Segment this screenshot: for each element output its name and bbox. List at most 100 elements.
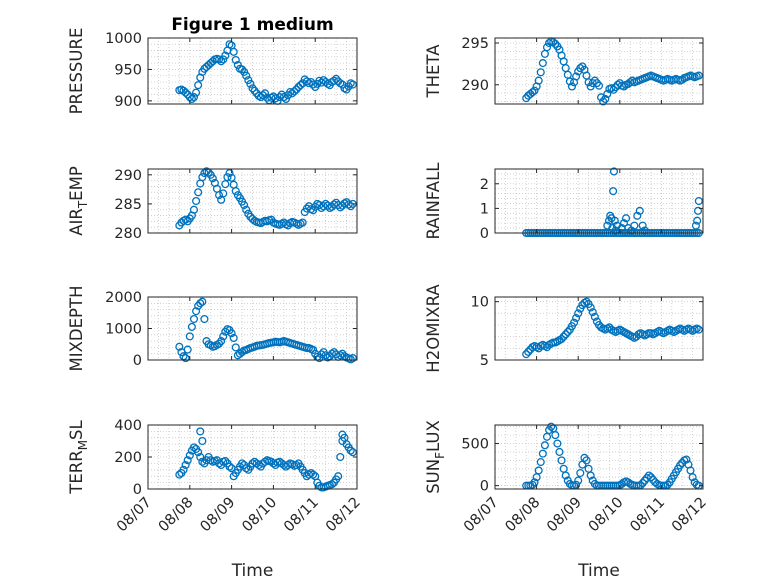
y-tick-label: 290 [461,78,489,94]
data-point [219,332,228,341]
data-point [536,458,545,467]
data-point [694,71,703,80]
x-tick-label: 08/09 [198,495,239,536]
y-axis-label: PRESSURE [67,28,86,115]
data-point [604,216,614,225]
data-point [574,476,583,485]
axes-box [494,37,704,105]
axes-box [147,37,358,105]
data-point [246,212,255,221]
x-tick-label: 08/08 [156,495,197,536]
x-tick-label: 08/11 [281,495,322,536]
x-tick-label: 08/10 [239,495,280,536]
data-point [327,349,336,358]
data-point [576,468,585,478]
data-point [189,314,199,324]
data-point [296,81,305,90]
data-point [196,299,205,308]
chart-panel-rainfall: 0 1 2 RAINFALL [424,162,704,242]
data-point [638,479,647,488]
data-point [621,214,631,223]
data-point [260,89,270,98]
data-point [522,350,531,359]
data-point [189,205,199,214]
data-point [227,173,236,182]
data-point [682,455,691,464]
data-point [223,173,232,182]
data-point [238,65,247,74]
data-point [338,430,347,439]
data-point [221,180,230,189]
data-point [242,71,251,80]
data-point [530,478,539,487]
data-point [540,441,549,450]
y-tick-label: 5 [480,353,489,369]
data-point [198,173,207,182]
data-point [678,75,687,84]
y-axis-label: H2OMIXRA [424,284,443,373]
data-point [271,94,280,103]
data-point [198,436,207,446]
chart-panel-mixdepth: 0 1000 2000 MIXDEPTH [67,286,358,371]
data-point [563,327,572,337]
data-point [187,94,196,104]
x-tick-label: 08/07 [114,495,155,536]
x-tick-label: 08/07 [461,495,502,536]
data-point [542,43,552,52]
data-point [344,200,353,209]
y-tick-label: 2 [480,177,489,193]
data-point [179,465,188,474]
data-point [217,337,226,346]
data-point [189,443,199,452]
x-tick-label: 08/12 [669,495,710,536]
y-axis-label: RAINFALL [424,162,443,240]
data-point [175,342,184,351]
data-point [676,461,685,470]
data-point [619,219,629,228]
data-point [194,301,203,310]
data-point [582,297,591,306]
data-point [227,329,236,338]
y-axis-label: THETA [424,44,443,99]
data-point [693,216,702,225]
data-point [200,314,209,324]
data-point [557,334,566,344]
data-point [522,94,531,103]
data-point [348,354,357,363]
data-point [258,91,268,100]
data-point [302,77,311,86]
data-point [298,218,307,227]
data-point [694,196,703,206]
data-point [609,187,618,196]
x-tick-label: 08/08 [503,495,544,536]
data-point [348,80,357,89]
data-point [555,447,564,456]
data-point [530,86,539,95]
data-point [194,188,203,197]
data-point [597,93,606,102]
data-point [565,77,574,86]
data-point [192,196,201,206]
data-point [192,88,201,97]
data-point [646,473,656,482]
data-point [688,473,697,482]
data-point [524,347,533,356]
data-point [557,456,566,465]
data-point [580,453,589,462]
data-point [547,422,556,431]
y-tick-label: 200 [114,450,142,466]
data-point [208,174,217,183]
y-tick-label: 290 [114,168,142,184]
axes-box [494,296,704,361]
data-point [610,216,619,225]
chart-panel-terr_msl: 0 200 400 08/07 08/08 08/09 08/10 08/11 08/12 TER… [67,418,364,581]
y-tick-label: 2000 [105,290,142,306]
data-point [609,85,618,94]
data-point [551,39,560,48]
data-point [229,47,238,56]
data-point [590,312,599,321]
chart-panel-theta: 290 295 THETA [424,36,704,106]
chart-panel-pressure: 900 950 1000 PRESSURE Figure 1 medium [67,15,358,115]
data-point [215,55,224,64]
x-axis-label: Time [231,561,274,581]
